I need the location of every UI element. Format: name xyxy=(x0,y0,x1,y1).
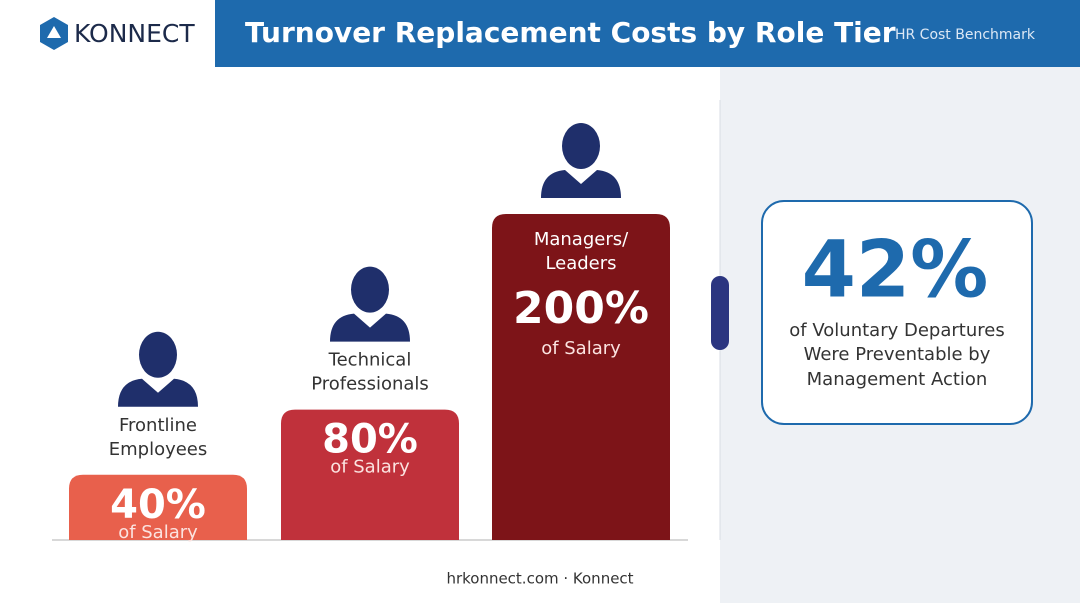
bar xyxy=(69,474,247,540)
page-title: Turnover Replacement Costs by Role Tier xyxy=(245,16,896,49)
callout-text: Were Preventable by xyxy=(804,344,991,365)
logo-mark xyxy=(40,17,68,50)
header-tag: HR Cost Benchmark xyxy=(895,27,1036,43)
value-label: 80% xyxy=(322,417,418,463)
value-label: 40% xyxy=(110,482,206,528)
callout-card xyxy=(761,200,1033,425)
value-label: 200% xyxy=(513,283,649,334)
callout-text: Management Action xyxy=(807,369,988,390)
role-icon xyxy=(118,331,198,407)
category-label: Frontline Employees xyxy=(109,415,208,460)
value-sublabel: of Salary xyxy=(330,457,410,478)
bar xyxy=(281,409,459,540)
header-bar xyxy=(215,0,1080,67)
role-icon xyxy=(541,123,621,198)
footer: hrkonnect.com · Konnect xyxy=(446,570,633,588)
value-sublabel: of Salary xyxy=(541,338,621,359)
callout-value: 42% xyxy=(802,225,989,315)
accent-pill xyxy=(711,276,729,350)
category-label: Managers/Leaders xyxy=(534,229,629,274)
category-label: Technical Professionals xyxy=(311,350,429,395)
logo-text: KONNECT xyxy=(74,19,195,48)
callout-text: of Voluntary Departures xyxy=(789,320,1004,341)
role-icon xyxy=(330,266,410,342)
value-sublabel: of Salary xyxy=(118,522,198,543)
bar xyxy=(492,214,670,540)
